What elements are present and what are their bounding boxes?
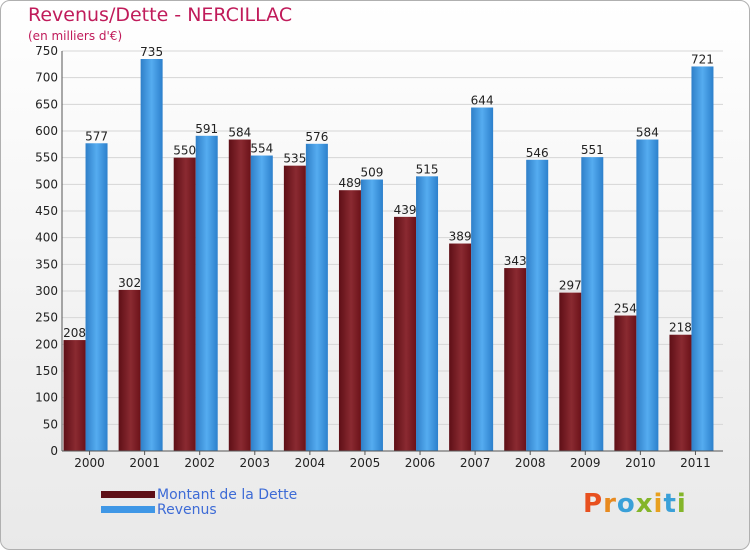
- value-label-debt-2010: 254: [614, 302, 637, 316]
- value-label-debt-2011: 218: [669, 321, 692, 335]
- y-tick-label: 450: [35, 204, 58, 218]
- value-label-debt-2000: 208: [63, 326, 86, 340]
- chart-legend: Montant de la Dette Revenus: [101, 486, 298, 518]
- bar-debt-2009: [559, 292, 582, 451]
- value-label-debt-2001: 302: [118, 276, 141, 290]
- value-label-debt-2004: 535: [283, 152, 306, 166]
- y-tick-label: 600: [35, 124, 58, 138]
- bar-debt-2001: [118, 289, 141, 451]
- value-label-debt-2002: 550: [173, 144, 196, 158]
- bar-revenue-2008: [526, 159, 549, 452]
- bar-revenue-2001: [140, 59, 163, 451]
- y-tick-label: 550: [35, 151, 58, 165]
- chart-title: Revenus/Dette - NERCILLAC: [28, 4, 293, 26]
- x-tick-label: 2007: [460, 456, 491, 470]
- y-tick-label: 100: [35, 391, 58, 405]
- chart-subtitle: (en milliers d'€): [28, 29, 123, 43]
- legend-label-revenue: Revenus: [157, 501, 217, 518]
- legend-item-revenue: Revenus: [101, 501, 297, 518]
- bar-revenue-2007: [471, 107, 494, 452]
- legend-swatch-revenue: [101, 506, 155, 513]
- bar-debt-2006: [394, 216, 417, 451]
- bar-revenue-2006: [416, 176, 439, 452]
- value-label-debt-2009: 297: [559, 279, 582, 293]
- y-tick-label: 250: [35, 311, 58, 325]
- x-tick-label: 2001: [129, 456, 160, 470]
- legend-item-debt: Montant de la Dette: [101, 486, 298, 503]
- y-tick-label: 750: [35, 44, 58, 58]
- bar-debt-2003: [228, 139, 251, 452]
- x-tick-label: 2006: [405, 456, 436, 470]
- bar-revenue-2005: [360, 179, 383, 452]
- y-tick-label: 350: [35, 257, 58, 271]
- value-label-revenue-2009: 551: [581, 143, 604, 157]
- bar-revenue-2003: [250, 155, 273, 452]
- bar-revenue-2004: [305, 143, 328, 452]
- value-label-revenue-2006: 515: [416, 162, 439, 176]
- value-label-debt-2008: 343: [504, 254, 527, 268]
- legend-swatch-debt: [101, 491, 155, 498]
- x-tick-label: 2000: [74, 456, 105, 470]
- y-tick-label: 200: [35, 337, 58, 351]
- value-label-revenue-2007: 644: [471, 94, 494, 108]
- bar-debt-2004: [283, 165, 306, 451]
- y-tick-label: 400: [35, 231, 58, 245]
- x-tick-label: 2002: [184, 456, 215, 470]
- y-tick-label: 150: [35, 364, 58, 378]
- value-label-revenue-2008: 546: [526, 146, 549, 160]
- bar-debt-2007: [449, 243, 472, 451]
- bar-revenue-2002: [195, 135, 218, 452]
- bar-debt-2002: [173, 157, 196, 451]
- bar-debt-2005: [338, 190, 361, 451]
- value-label-revenue-2005: 509: [361, 166, 384, 180]
- y-tick-label: 300: [35, 284, 58, 298]
- x-tick-label: 2008: [515, 456, 546, 470]
- value-label-debt-2003: 584: [228, 126, 251, 140]
- y-tick-label: 0: [50, 444, 58, 458]
- bar-debt-2010: [614, 315, 637, 451]
- value-label-debt-2007: 389: [449, 230, 472, 244]
- y-tick-label: 500: [35, 177, 58, 191]
- bar-debt-2011: [669, 334, 692, 451]
- value-label-debt-2006: 439: [394, 203, 417, 217]
- y-tick-label: 50: [43, 417, 58, 431]
- value-label-revenue-2011: 721: [691, 52, 714, 66]
- value-label-revenue-2001: 735: [140, 45, 163, 59]
- x-tick-label: 2009: [570, 456, 601, 470]
- proxiti-logo: Proxiti: [583, 489, 687, 519]
- bar-revenue-2011: [691, 66, 714, 451]
- bar-revenue-2009: [581, 157, 604, 451]
- value-label-revenue-2004: 576: [305, 130, 328, 144]
- y-tick-label: 700: [35, 71, 58, 85]
- y-tick-label: 650: [35, 97, 58, 111]
- bar-debt-2008: [504, 268, 527, 451]
- x-tick-label: 2011: [680, 456, 711, 470]
- bar-revenue-2010: [636, 139, 659, 452]
- value-label-revenue-2003: 554: [250, 142, 273, 156]
- value-label-debt-2005: 489: [339, 176, 362, 190]
- value-label-revenue-2000: 577: [85, 129, 108, 143]
- value-label-revenue-2010: 584: [636, 126, 659, 140]
- x-tick-label: 2004: [295, 456, 326, 470]
- bar-debt-2000: [63, 340, 86, 451]
- value-label-revenue-2002: 591: [195, 122, 218, 136]
- x-tick-label: 2010: [625, 456, 656, 470]
- x-tick-label: 2003: [240, 456, 271, 470]
- bar-revenue-2000: [85, 143, 108, 451]
- legend-label-debt: Montant de la Dette: [157, 486, 298, 503]
- x-tick-label: 2005: [350, 456, 381, 470]
